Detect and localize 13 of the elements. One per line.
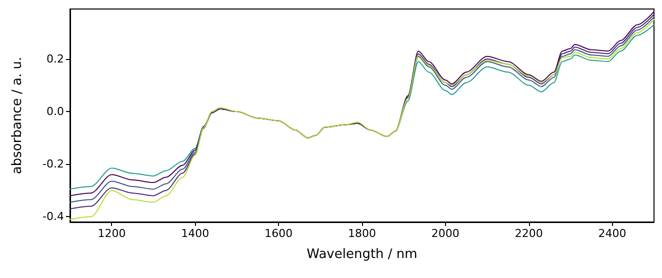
x-tick-label: 2200 [514,227,543,240]
x-axis-title: Wavelength / nm [306,247,418,262]
x-tick-label: 2000 [431,227,460,240]
x-tick-label: 1400 [181,227,210,240]
y-axis-title: absorbance / a. u. [10,56,25,174]
y-tick-label: 0.0 [46,105,64,118]
x-tick-label: 1600 [264,227,293,240]
y-tick-label: -0.4 [42,210,64,224]
x-tick-label: 1800 [348,227,376,240]
x-tick-label: 1200 [98,227,126,240]
x-tick-label: 2400 [598,227,626,240]
y-tick-label: -0.2 [42,158,64,171]
y-tick-label: 0.2 [46,52,64,66]
